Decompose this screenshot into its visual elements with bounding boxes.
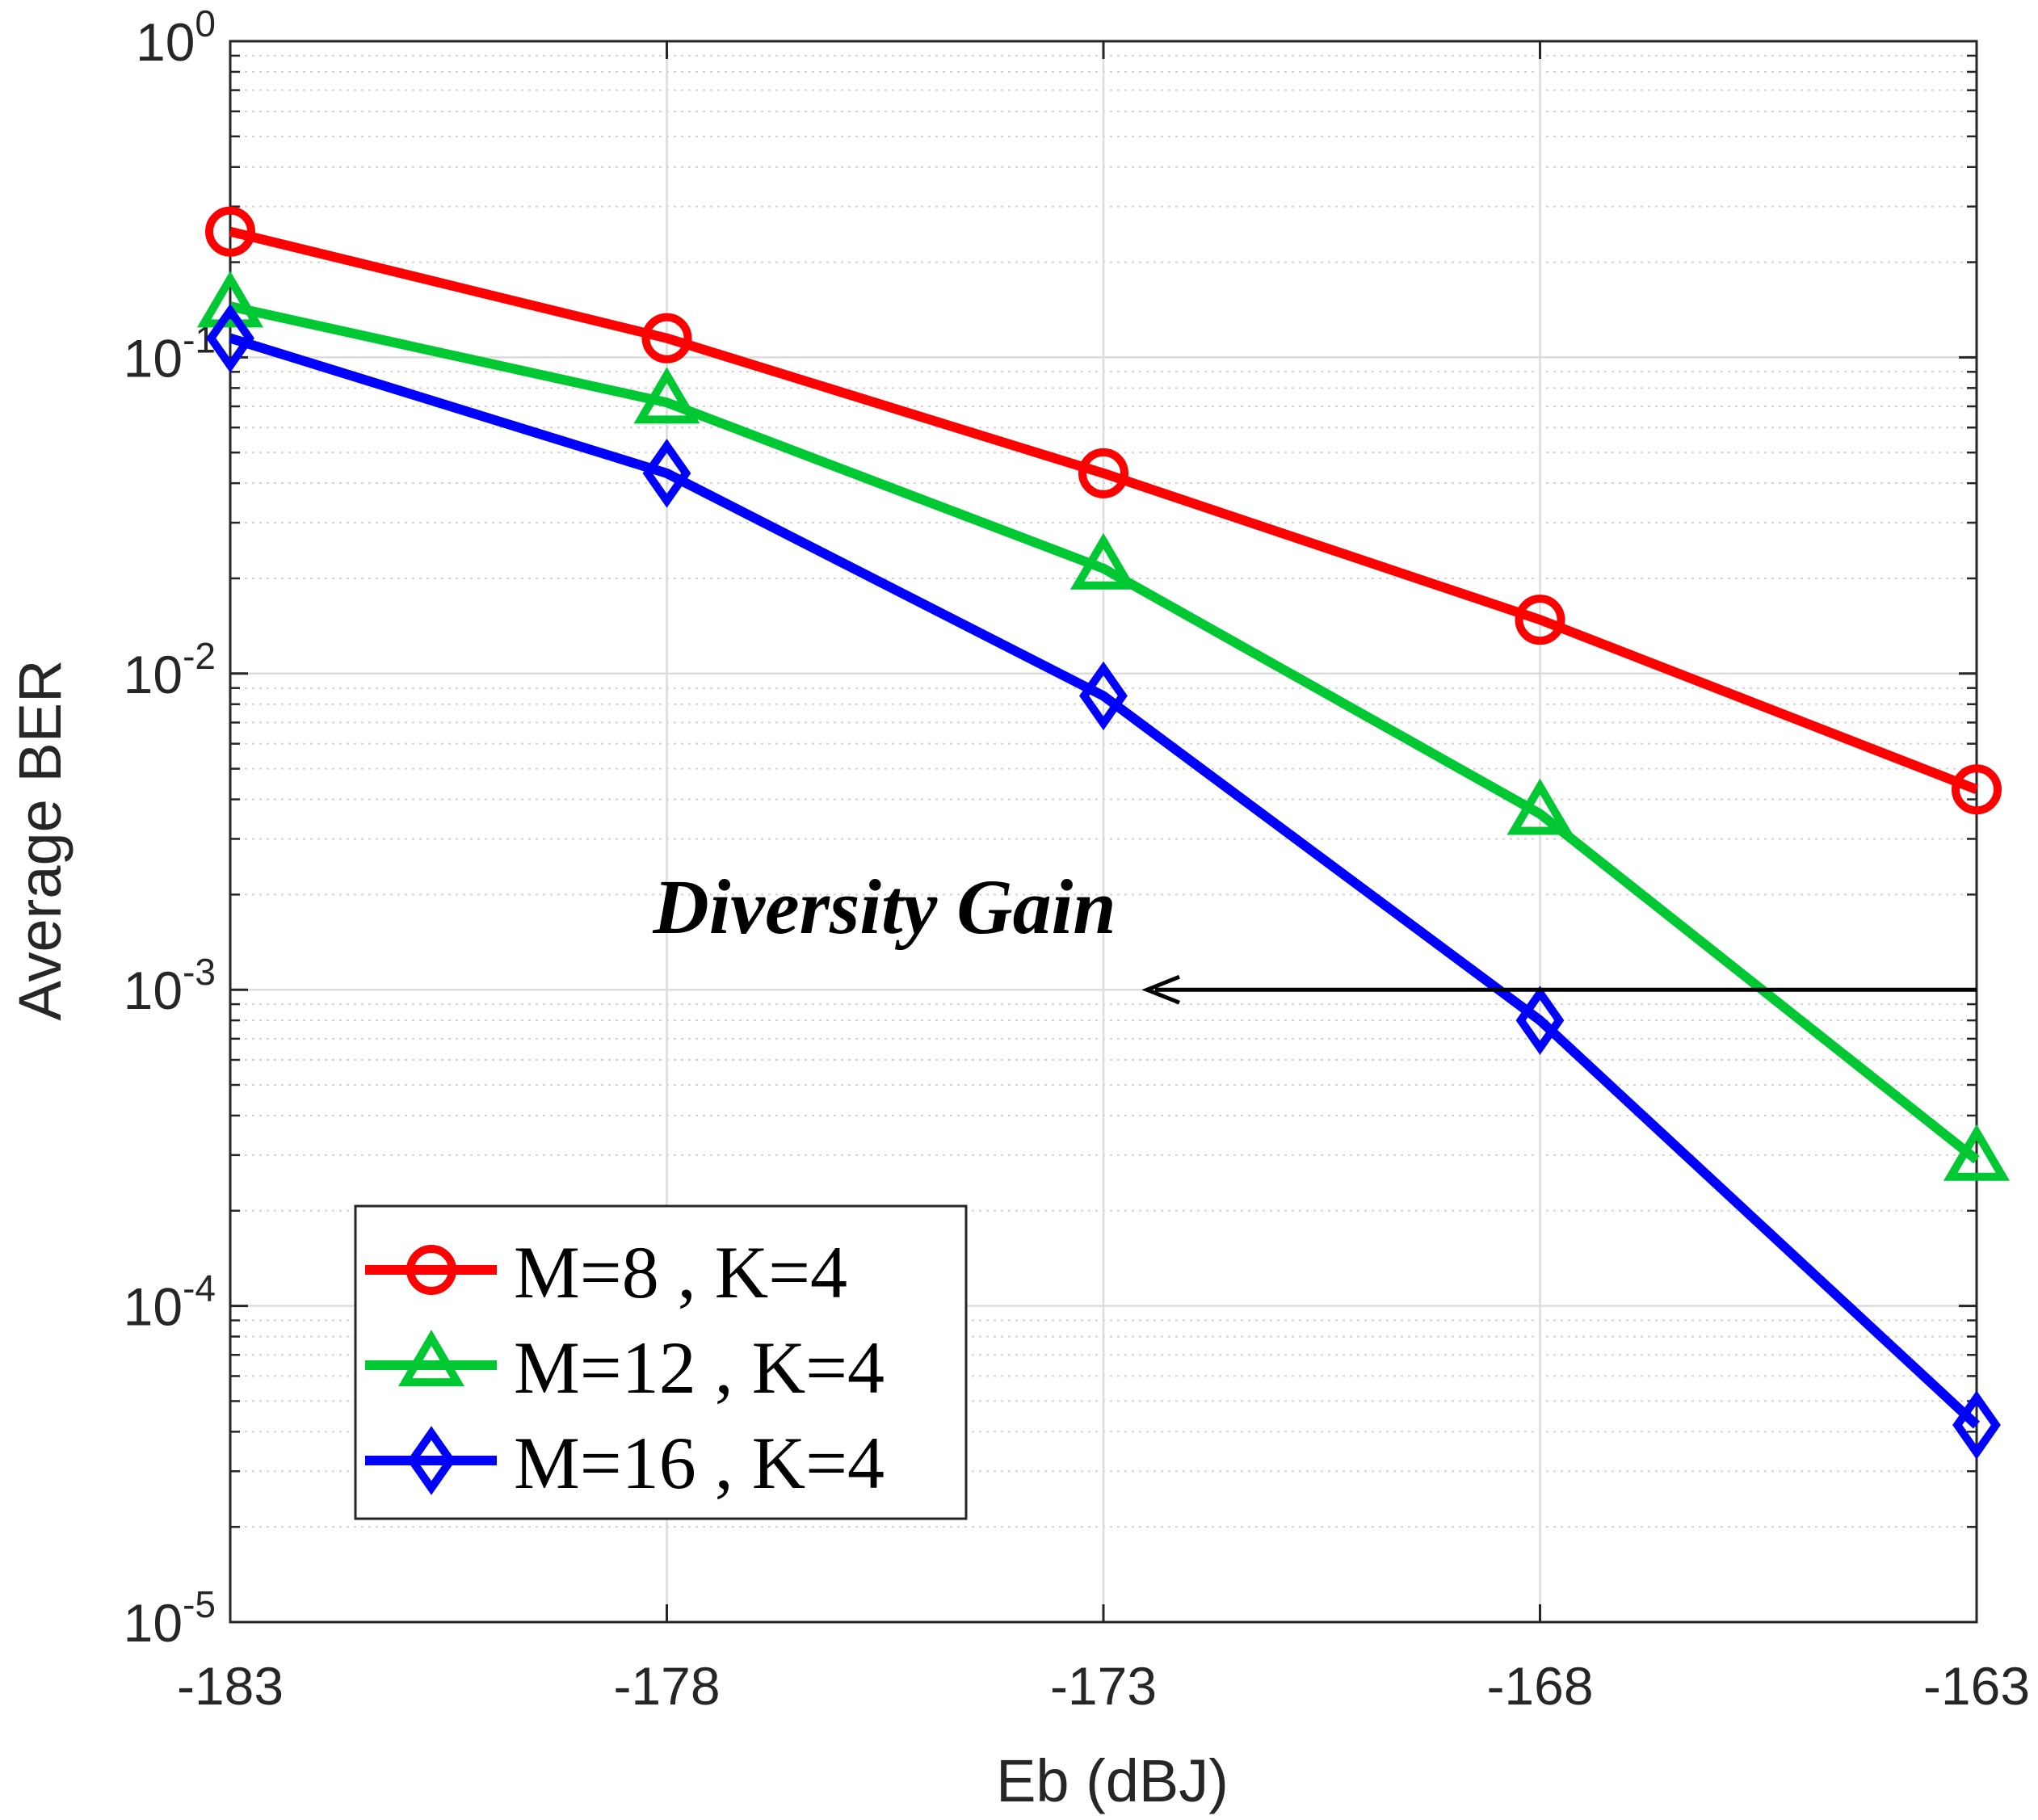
- series-line: [229, 226, 1979, 794]
- y-tick-exponent: 0: [195, 2, 216, 44]
- series-point: [205, 206, 255, 257]
- y-tick-base: 10: [136, 12, 195, 72]
- y-tick-label: 100: [136, 2, 216, 72]
- x-tick-label: -163: [1923, 1656, 2030, 1716]
- legend: M=8 , K=4 M=12 , K=4 M=16 , K=4: [354, 1204, 968, 1520]
- x-axis-label: Eb (dBJ): [996, 1747, 1229, 1814]
- series-3: [206, 303, 2001, 1460]
- x-tick-label: -178: [613, 1656, 720, 1716]
- x-tick-label: -173: [1050, 1656, 1157, 1716]
- y-tick-base: 10: [124, 328, 183, 388]
- y-tick-label: 10-3: [124, 951, 216, 1020]
- y-tick-label: 10-5: [124, 1583, 216, 1653]
- series-point: [206, 303, 254, 373]
- y-tick-base: 10: [124, 1593, 183, 1653]
- annotation-label: Diversity Gain: [652, 864, 1116, 950]
- y-axis-label: Average BER: [6, 660, 74, 1021]
- x-tick-label: -168: [1486, 1656, 1593, 1716]
- legend-label: M=16 , K=4: [514, 1422, 885, 1504]
- series-point: [1943, 1124, 2011, 1181]
- series-1: [205, 206, 2002, 815]
- legend-label: M=8 , K=4: [514, 1231, 847, 1314]
- series-line: [229, 333, 1981, 1429]
- series-point: [633, 367, 700, 424]
- y-tick-label: 10-4: [124, 1267, 216, 1337]
- legend-marker: [407, 1426, 456, 1495]
- series-point: [1515, 595, 1565, 645]
- series-line: [229, 301, 1980, 1164]
- annotation-layer: Diversity Gain: [652, 864, 1977, 1005]
- legend-marker: [406, 1245, 456, 1295]
- series-point: [1078, 448, 1128, 498]
- y-tick-base: 10: [124, 645, 183, 704]
- series-point: [1069, 532, 1137, 590]
- series-point: [1952, 1390, 2001, 1460]
- y-tick-exponent: -5: [183, 1583, 216, 1625]
- x-tick-label: -183: [177, 1656, 284, 1716]
- axes-layer: -183 -178 -173 -168 -16310-510-410-310-210-1…: [124, 2, 2030, 1716]
- series-layer: [196, 206, 2011, 1460]
- series-point: [1079, 661, 1128, 731]
- series-point: [1506, 778, 1574, 835]
- legend-entry-1: M=8 , K=4: [365, 1231, 847, 1314]
- series-point: [1952, 764, 2002, 815]
- y-tick-exponent: -4: [183, 1267, 216, 1309]
- series-point: [642, 439, 691, 508]
- y-tick-label: 10-1: [124, 318, 216, 388]
- series-point: [641, 313, 692, 364]
- legend-label: M=12 , K=4: [514, 1326, 885, 1409]
- series-2: [196, 271, 2011, 1181]
- series-point: [196, 271, 264, 328]
- legend-entry-2: M=12 , K=4: [365, 1326, 885, 1409]
- y-tick-base: 10: [124, 960, 183, 1020]
- series-point: [1515, 986, 1565, 1055]
- y-tick-exponent: -2: [183, 635, 216, 677]
- annotation-arrowhead: [1141, 974, 1180, 1005]
- y-tick-exponent: -3: [183, 951, 216, 993]
- legend-entry-3: M=16 , K=4: [365, 1422, 885, 1504]
- y-tick-base: 10: [124, 1277, 183, 1337]
- y-tick-label: 10-2: [124, 635, 216, 704]
- legend-marker: [397, 1330, 465, 1387]
